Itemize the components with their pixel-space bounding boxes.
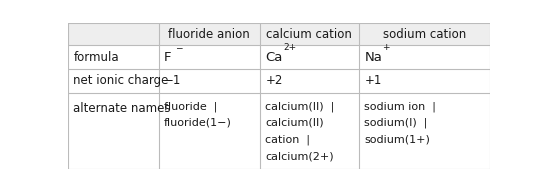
Text: +2: +2 [265,74,283,87]
Text: formula: formula [73,51,119,64]
Text: fluoride(1−): fluoride(1−) [164,118,232,128]
Text: sodium(I)  |: sodium(I) | [364,118,428,128]
Text: cation  |: cation | [265,135,310,145]
Bar [68,23,490,45]
Text: +: + [382,43,390,52]
Text: alternate names: alternate names [73,102,171,115]
Text: Ca: Ca [265,51,283,64]
Text: 2+: 2+ [283,43,296,52]
Text: calcium(II)  |: calcium(II) | [265,101,335,112]
Text: sodium cation: sodium cation [382,28,466,41]
Text: −: − [175,43,182,52]
Text: −1: −1 [164,74,182,87]
Text: F: F [164,51,171,64]
Text: calcium cation: calcium cation [267,28,353,41]
Text: calcium(2+): calcium(2+) [265,152,334,162]
Text: fluoride  |: fluoride | [164,101,218,112]
Text: net ionic charge: net ionic charge [73,74,169,87]
Text: fluoride anion: fluoride anion [168,28,250,41]
Text: calcium(II): calcium(II) [265,118,324,128]
Text: sodium ion  |: sodium ion | [364,101,436,112]
Text: +1: +1 [364,74,382,87]
Text: Na: Na [364,51,382,64]
Text: sodium(1+): sodium(1+) [364,135,430,145]
